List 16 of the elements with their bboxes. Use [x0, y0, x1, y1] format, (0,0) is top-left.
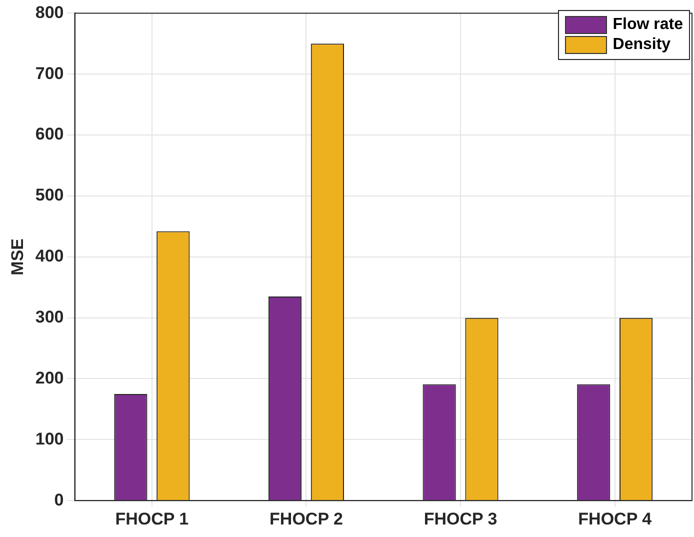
- y-tick-label: 200: [35, 368, 64, 388]
- y-tick-label: 700: [35, 64, 64, 83]
- y-tick-label: 600: [35, 124, 64, 144]
- y-tick-label: 100: [35, 429, 64, 448]
- y-axis-title: MSE: [8, 238, 27, 276]
- legend-label: Density: [612, 36, 671, 54]
- x-tick-label: FHOCP 4: [578, 509, 652, 528]
- x-tick-label: FHOCP 2: [270, 509, 343, 528]
- legend-label: Flow rate: [612, 16, 683, 34]
- y-tick-label: 800: [35, 2, 64, 22]
- x-tick-label: FHOCP 1: [115, 509, 189, 528]
- y-tick-label: 400: [35, 246, 64, 266]
- x-tick-label: FHOCP 3: [424, 509, 498, 528]
- y-tick-label: 500: [35, 186, 64, 205]
- y-tick-label: 0: [54, 490, 64, 510]
- y-tick-label: 300: [35, 308, 64, 327]
